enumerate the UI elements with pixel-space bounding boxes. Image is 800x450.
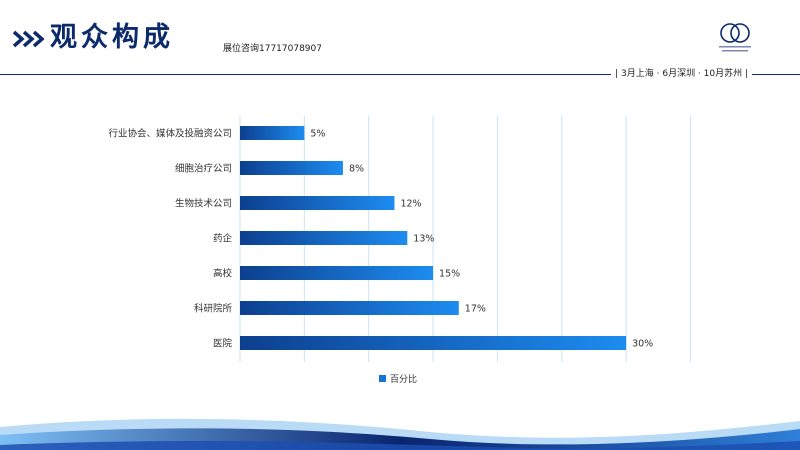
- category-label: 细胞治疗公司: [175, 163, 232, 175]
- category-label: 生物技术公司: [175, 198, 232, 210]
- legend-label: 百分比: [390, 375, 418, 385]
- footer-wave-decoration: [0, 418, 800, 450]
- conference-rings-logo: [719, 23, 751, 52]
- data-label: 8%: [349, 164, 364, 175]
- bar: [240, 301, 459, 315]
- data-label: 15%: [439, 269, 460, 280]
- category-label: 药企: [213, 233, 233, 245]
- bar: [240, 336, 627, 350]
- data-label: 12%: [400, 199, 421, 210]
- data-label: 5%: [310, 129, 325, 140]
- booth-contact: 展位咨询17717078907: [223, 44, 322, 54]
- category-label: 医院: [213, 338, 233, 350]
- bar: [240, 266, 434, 280]
- legend-swatch: [379, 375, 386, 382]
- bar: [240, 196, 395, 210]
- category-label: 科研院所: [194, 303, 233, 315]
- event-schedule: | 3月上海 · 6月深圳 · 10月苏州 |: [611, 68, 752, 81]
- audience-composition-chart: 行业协会、媒体及投融资公司 5% 细胞治疗公司 8% 生物技术公司 12% 药企 13% 高校 1…: [108, 116, 691, 362]
- bar: [240, 231, 408, 245]
- double-chevron-right-icon: [12, 30, 45, 48]
- data-label: 17%: [465, 304, 486, 315]
- header-divider: [0, 74, 800, 75]
- category-label: 行业协会、媒体及投融资公司: [108, 128, 232, 140]
- bar: [240, 126, 305, 140]
- bar: [240, 161, 343, 175]
- data-label: 30%: [632, 339, 653, 350]
- data-label: 13%: [413, 234, 434, 245]
- page-title: 观众构成: [50, 22, 174, 53]
- category-label: 高校: [213, 268, 233, 280]
- chart-legend: 百分比: [379, 372, 417, 385]
